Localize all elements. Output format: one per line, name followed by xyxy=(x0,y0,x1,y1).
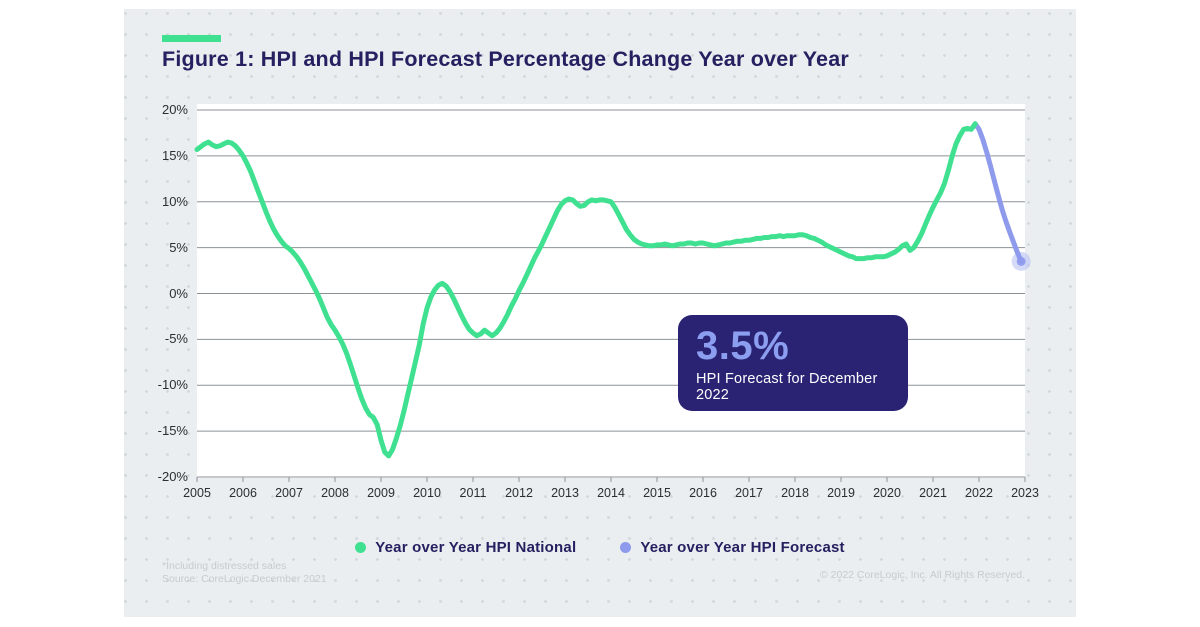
x-axis-tick-label: 2022 xyxy=(965,486,993,500)
x-axis-tick-label: 2008 xyxy=(321,486,349,500)
y-axis-tick-label: -5% xyxy=(164,331,188,347)
x-axis-tick-label: 2006 xyxy=(229,486,257,500)
y-axis-tick-label: 20% xyxy=(161,102,188,117)
x-axis-tick-label: 2011 xyxy=(459,486,487,500)
x-axis-tick-label: 2009 xyxy=(367,486,395,500)
source-footnote: *Including distressed sales Source: Core… xyxy=(162,560,327,586)
legend-dot-icon xyxy=(620,542,632,553)
copyright-text: © 2022 CoreLogic, Inc. All Rights Reserv… xyxy=(819,569,1025,581)
x-axis-tick-label: 2014 xyxy=(597,486,625,500)
y-axis-tick-label: 0% xyxy=(169,285,188,301)
forecast-callout-label: HPI Forecast for December 2022 xyxy=(696,371,878,403)
x-axis-tick-label: 2007 xyxy=(275,486,303,500)
hpi-forecast-line xyxy=(972,121,1024,264)
plot-area xyxy=(194,104,1031,482)
x-axis-tick-label: 2015 xyxy=(643,486,671,500)
x-axis-tick-label: 2018 xyxy=(781,486,809,500)
figure-card: Figure 1: HPI and HPI Forecast Percentag… xyxy=(124,9,1076,617)
hpi-national-line xyxy=(194,121,978,459)
footnote-line-1: *Including distressed sales xyxy=(162,560,287,572)
x-axis-tick-label: 2023 xyxy=(1011,486,1039,500)
x-axis-tick-label: 2021 xyxy=(919,486,947,500)
hpi-line-chart xyxy=(194,109,1031,482)
footnote-line-2: Source: CoreLogic December 2021 xyxy=(162,573,327,585)
legend-item-forecast: Year over Year HPI Forecast xyxy=(620,539,845,556)
x-axis-tick-label: 2005 xyxy=(183,486,211,500)
legend-label: Year over Year HPI National xyxy=(375,539,577,556)
chart-legend: Year over Year HPI National Year over Yea… xyxy=(124,539,1076,556)
forecast-callout: 3.5% HPI Forecast for December 2022 xyxy=(678,315,908,411)
x-axis-tick-label: 2013 xyxy=(551,486,579,500)
x-axis-tick-label: 2016 xyxy=(689,486,717,500)
legend-item-national: Year over Year HPI National xyxy=(355,539,576,556)
chart-container: 20% 15% 10% 5% 0% -5% -10% -15% -20% 2005 2006 200… xyxy=(124,9,1076,509)
y-axis-tick-label: 15% xyxy=(161,147,188,163)
forecast-endpoint-dot xyxy=(1016,256,1026,266)
forecast-callout-value: 3.5% xyxy=(696,324,790,368)
y-axis-tick-label: -20% xyxy=(157,469,188,484)
legend-label: Year over Year HPI Forecast xyxy=(640,539,845,556)
figure-title: Figure 1: HPI and HPI Forecast Percentag… xyxy=(162,47,849,71)
y-axis-tick-label: 5% xyxy=(169,239,188,255)
y-axis-tick-label: 10% xyxy=(161,193,188,209)
title-accent-bar xyxy=(162,35,221,42)
x-axis-tick-label: 2012 xyxy=(505,486,533,500)
y-axis-tick-label: -10% xyxy=(157,377,188,393)
x-axis-tick-label: 2019 xyxy=(827,486,855,500)
y-axis-tick-label: -15% xyxy=(157,423,188,439)
x-axis-tick-label: 2017 xyxy=(735,486,763,500)
x-axis-tick-label: 2010 xyxy=(413,486,441,500)
x-axis-tick-label: 2020 xyxy=(873,486,901,500)
legend-dot-icon xyxy=(355,542,367,553)
